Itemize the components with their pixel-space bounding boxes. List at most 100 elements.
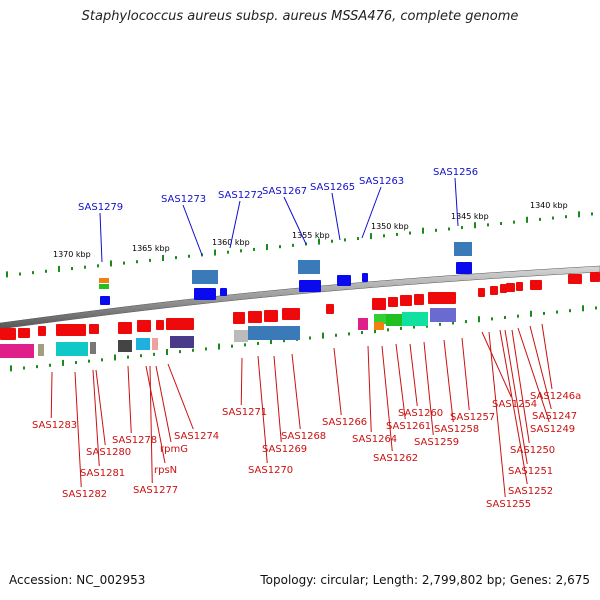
tick-mark xyxy=(10,365,12,372)
reverse-gene-box xyxy=(118,340,132,352)
reverse-gene-box xyxy=(156,320,164,330)
tick-mark xyxy=(474,222,476,229)
reverse-gene-label: SAS1266 xyxy=(322,417,367,428)
reverse-gene-box xyxy=(38,344,44,356)
forward-gene-box xyxy=(194,288,216,300)
tick-mark xyxy=(331,239,333,243)
topology-label: Topology: circular; Length: 2,799,802 bp… xyxy=(260,573,590,587)
leader-line xyxy=(291,353,301,430)
reverse-gene-box xyxy=(264,310,278,322)
leader-line xyxy=(423,341,434,436)
tick-mark xyxy=(97,264,99,268)
tick-mark xyxy=(526,216,528,223)
tick-mark xyxy=(552,216,554,220)
reverse-gene-box xyxy=(516,282,523,291)
tick-mark xyxy=(539,217,541,221)
reverse-gene-label: SAS1250 xyxy=(510,445,555,456)
tick-mark xyxy=(6,271,8,278)
reverse-gene-label: SAS1274 xyxy=(174,431,219,442)
leader-line xyxy=(381,345,393,452)
reverse-gene-box xyxy=(0,328,16,340)
leader-line xyxy=(149,365,153,484)
tick-mark xyxy=(283,339,285,343)
reverse-gene-box xyxy=(0,344,18,358)
tick-mark xyxy=(487,223,489,227)
tick-mark xyxy=(530,310,532,317)
tick-mark xyxy=(422,227,424,234)
forward-gene-label: SAS1263 xyxy=(359,176,404,187)
tick-mark xyxy=(452,321,454,325)
leader-line xyxy=(257,355,268,464)
tick-mark xyxy=(348,332,350,336)
leader-line xyxy=(155,365,172,443)
tick-mark xyxy=(114,354,116,361)
reverse-gene-box xyxy=(374,314,386,324)
tick-mark xyxy=(387,328,389,332)
leader-line xyxy=(481,331,512,398)
reverse-gene-box xyxy=(18,344,34,358)
tick-mark xyxy=(75,361,77,365)
forward-gene-box xyxy=(298,260,320,274)
tick-mark xyxy=(335,333,337,337)
forward-gene-box xyxy=(99,278,109,283)
reverse-gene-label: SAS1254 xyxy=(492,399,537,410)
leader-line xyxy=(517,327,550,423)
tick-mark xyxy=(595,306,597,310)
tick-mark xyxy=(227,250,229,254)
forward-gene-label: SAS1279 xyxy=(78,202,123,213)
leader-line xyxy=(454,177,459,227)
tick-mark xyxy=(400,326,402,330)
tick-mark xyxy=(45,269,47,273)
forward-gene-label: SAS1273 xyxy=(161,194,206,205)
tick-mark xyxy=(591,212,593,216)
tick-mark xyxy=(374,327,376,334)
reverse-gene-box xyxy=(402,312,428,326)
tick-mark xyxy=(578,211,580,218)
tick-mark xyxy=(58,265,60,272)
tick-mark xyxy=(166,348,168,355)
tick-mark xyxy=(439,322,441,326)
tick-mark xyxy=(344,238,346,242)
leader-line xyxy=(504,329,528,465)
tick-mark xyxy=(491,317,493,321)
reverse-gene-box xyxy=(38,326,46,336)
reverse-gene-box xyxy=(506,283,515,292)
reverse-gene-box xyxy=(233,312,245,324)
tick-mark xyxy=(149,258,151,262)
reverse-gene-box xyxy=(430,308,456,322)
tick-mark xyxy=(465,320,467,324)
tick-mark xyxy=(279,245,281,249)
tick-mark xyxy=(517,314,519,318)
reverse-gene-box xyxy=(18,328,30,338)
leader-line xyxy=(443,339,454,423)
tick-mark xyxy=(123,261,125,265)
tick-mark xyxy=(556,310,558,314)
leader-line xyxy=(409,343,418,407)
reverse-gene-label: SAS1280 xyxy=(86,447,131,458)
leader-line xyxy=(331,192,341,241)
scale-label: 1345 kbp xyxy=(451,212,489,221)
reverse-gene-label: SAS1259 xyxy=(414,437,459,448)
tick-mark xyxy=(361,331,363,335)
reverse-gene-box xyxy=(530,280,542,290)
reverse-gene-box xyxy=(282,308,300,320)
reverse-gene-label: SAS1264 xyxy=(352,434,397,445)
reverse-gene-box xyxy=(590,272,600,282)
leader-line xyxy=(145,365,166,464)
leader-line xyxy=(229,200,241,249)
tick-mark xyxy=(357,237,359,241)
leader-line xyxy=(99,212,103,263)
tick-mark xyxy=(175,256,177,260)
reverse-gene-box xyxy=(166,318,194,330)
reverse-gene-box xyxy=(478,288,485,297)
reverse-gene-label: SAS1258 xyxy=(434,424,479,435)
scale-label: 1370 kbp xyxy=(53,250,91,259)
tick-mark xyxy=(448,227,450,231)
reverse-gene-box xyxy=(248,326,300,340)
reverse-gene-box xyxy=(170,336,194,348)
tick-mark xyxy=(240,249,242,253)
leader-line xyxy=(511,329,530,444)
reverse-gene-box xyxy=(500,284,507,293)
reverse-gene-box xyxy=(400,295,412,306)
tick-mark xyxy=(32,271,34,275)
